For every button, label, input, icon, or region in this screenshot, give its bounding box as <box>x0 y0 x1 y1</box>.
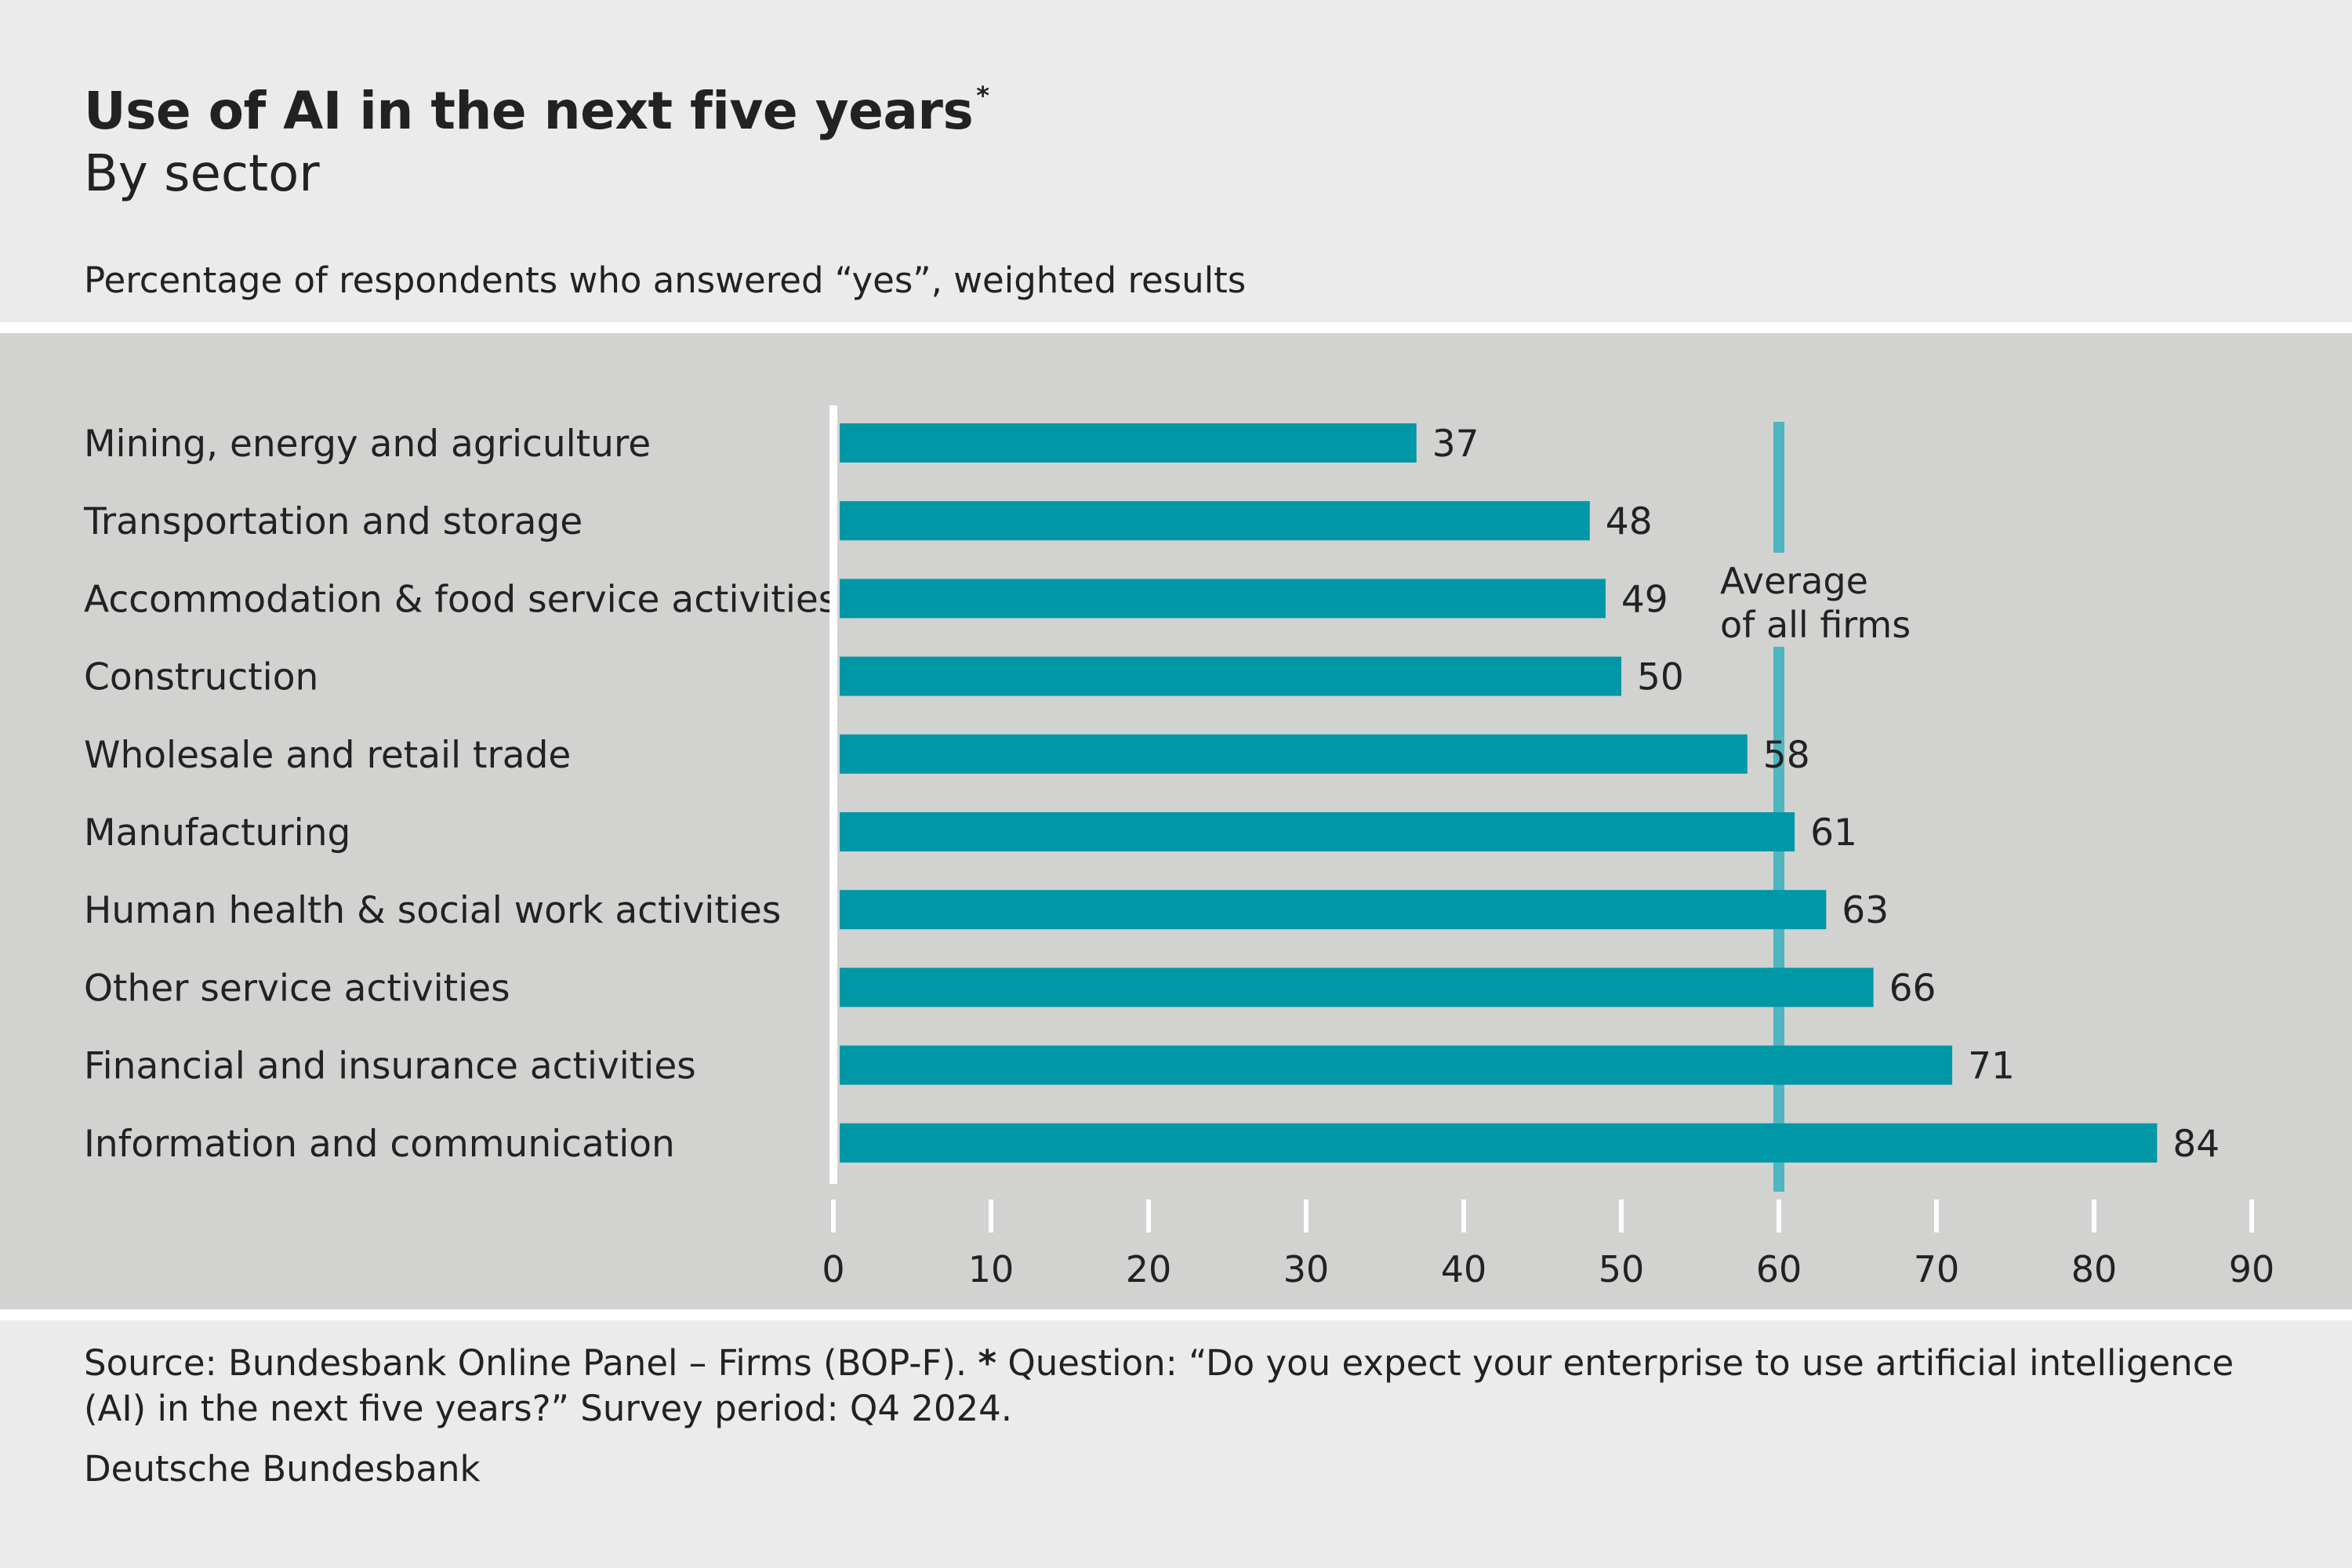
x-tick <box>1146 1200 1151 1232</box>
category-label: Wholesale and retail trade <box>84 734 571 777</box>
category-label: Information and communication <box>84 1123 675 1166</box>
data-label: 61 <box>1810 811 1857 855</box>
category-label: Other service activities <box>84 967 510 1010</box>
category-label: Construction <box>84 656 318 699</box>
bar <box>840 1045 1953 1085</box>
category-label: Financial and insurance activities <box>84 1045 696 1088</box>
x-tick <box>1304 1200 1308 1232</box>
x-tick <box>2249 1200 2254 1232</box>
data-label: 63 <box>1842 889 1889 932</box>
source-question-text: Question: “Do you expect your enterprise… <box>84 1342 2234 1429</box>
category-label: Human health & social work activities <box>84 889 781 932</box>
y-axis-line <box>829 405 837 1184</box>
data-label: 37 <box>1432 423 1479 466</box>
x-tick-label: 20 <box>1126 1248 1172 1290</box>
chart-subtitle: By sector <box>84 145 320 203</box>
x-tick-label: 50 <box>1599 1248 1645 1290</box>
category-label: Manufacturing <box>84 811 350 855</box>
bar <box>840 890 1827 930</box>
category-label: Transportation and storage <box>83 500 583 543</box>
x-tick-label: 30 <box>1283 1248 1330 1290</box>
category-label: Mining, energy and agriculture <box>84 423 651 466</box>
plot-panel: Average of all firms Mining, energy and ag… <box>0 333 2352 1309</box>
chart-units-note: Percentage of respondents who answered “… <box>84 260 1247 301</box>
source-note: Source: Bundesbank Online Panel – Firms … <box>84 1341 2279 1432</box>
x-tick-label: 60 <box>1756 1248 1802 1290</box>
x-tick-label: 90 <box>2229 1248 2275 1290</box>
bar <box>840 734 1748 774</box>
x-tick-label: 70 <box>1914 1248 1960 1290</box>
x-tick <box>1461 1200 1466 1232</box>
x-tick <box>831 1200 836 1232</box>
bar <box>840 967 1874 1007</box>
x-tick <box>989 1200 993 1232</box>
bar <box>840 656 1621 696</box>
average-label-gap <box>1748 553 2045 647</box>
data-label: 50 <box>1637 656 1684 699</box>
bar <box>840 501 1590 541</box>
chart-title-text: Use of AI in the next five years <box>84 81 974 141</box>
bar <box>840 1123 2158 1163</box>
x-tick <box>1934 1200 1939 1232</box>
bar <box>840 812 1795 851</box>
x-tick <box>1619 1200 1624 1232</box>
x-tick-label: 80 <box>2071 1248 2118 1290</box>
data-label: 58 <box>1763 734 1810 777</box>
data-label: 71 <box>1968 1045 2015 1088</box>
x-tick-label: 0 <box>822 1248 844 1290</box>
chart-title: Use of AI in the next five years * <box>84 71 989 143</box>
average-label-line: Average <box>1720 560 1868 602</box>
source-footnote-marker: * <box>978 1342 997 1384</box>
data-label: 48 <box>1606 500 1653 543</box>
x-tick-label: 10 <box>968 1248 1014 1290</box>
bar <box>840 423 1417 463</box>
average-label-line: of all firms <box>1720 604 1911 646</box>
bar <box>840 579 1606 619</box>
source-text: Source: Bundesbank Online Panel – Firms … <box>84 1342 978 1384</box>
top-divider <box>0 322 2352 333</box>
bottom-divider <box>0 1309 2352 1320</box>
data-label: 49 <box>1621 578 1668 621</box>
category-label: Accommodation & food service activities <box>84 578 837 621</box>
x-tick <box>2092 1200 2096 1232</box>
title-footnote-marker: * <box>976 81 989 111</box>
average-label: Average of all firms <box>1720 560 1911 646</box>
x-tick <box>1777 1200 1781 1232</box>
data-label: 84 <box>2172 1123 2220 1166</box>
bar-chart: Average of all firms Mining, energy and ag… <box>83 405 2275 1290</box>
data-label: 66 <box>1889 967 1936 1010</box>
x-tick-label: 40 <box>1441 1248 1487 1290</box>
publisher-credit: Deutsche Bundesbank <box>84 1448 481 1490</box>
